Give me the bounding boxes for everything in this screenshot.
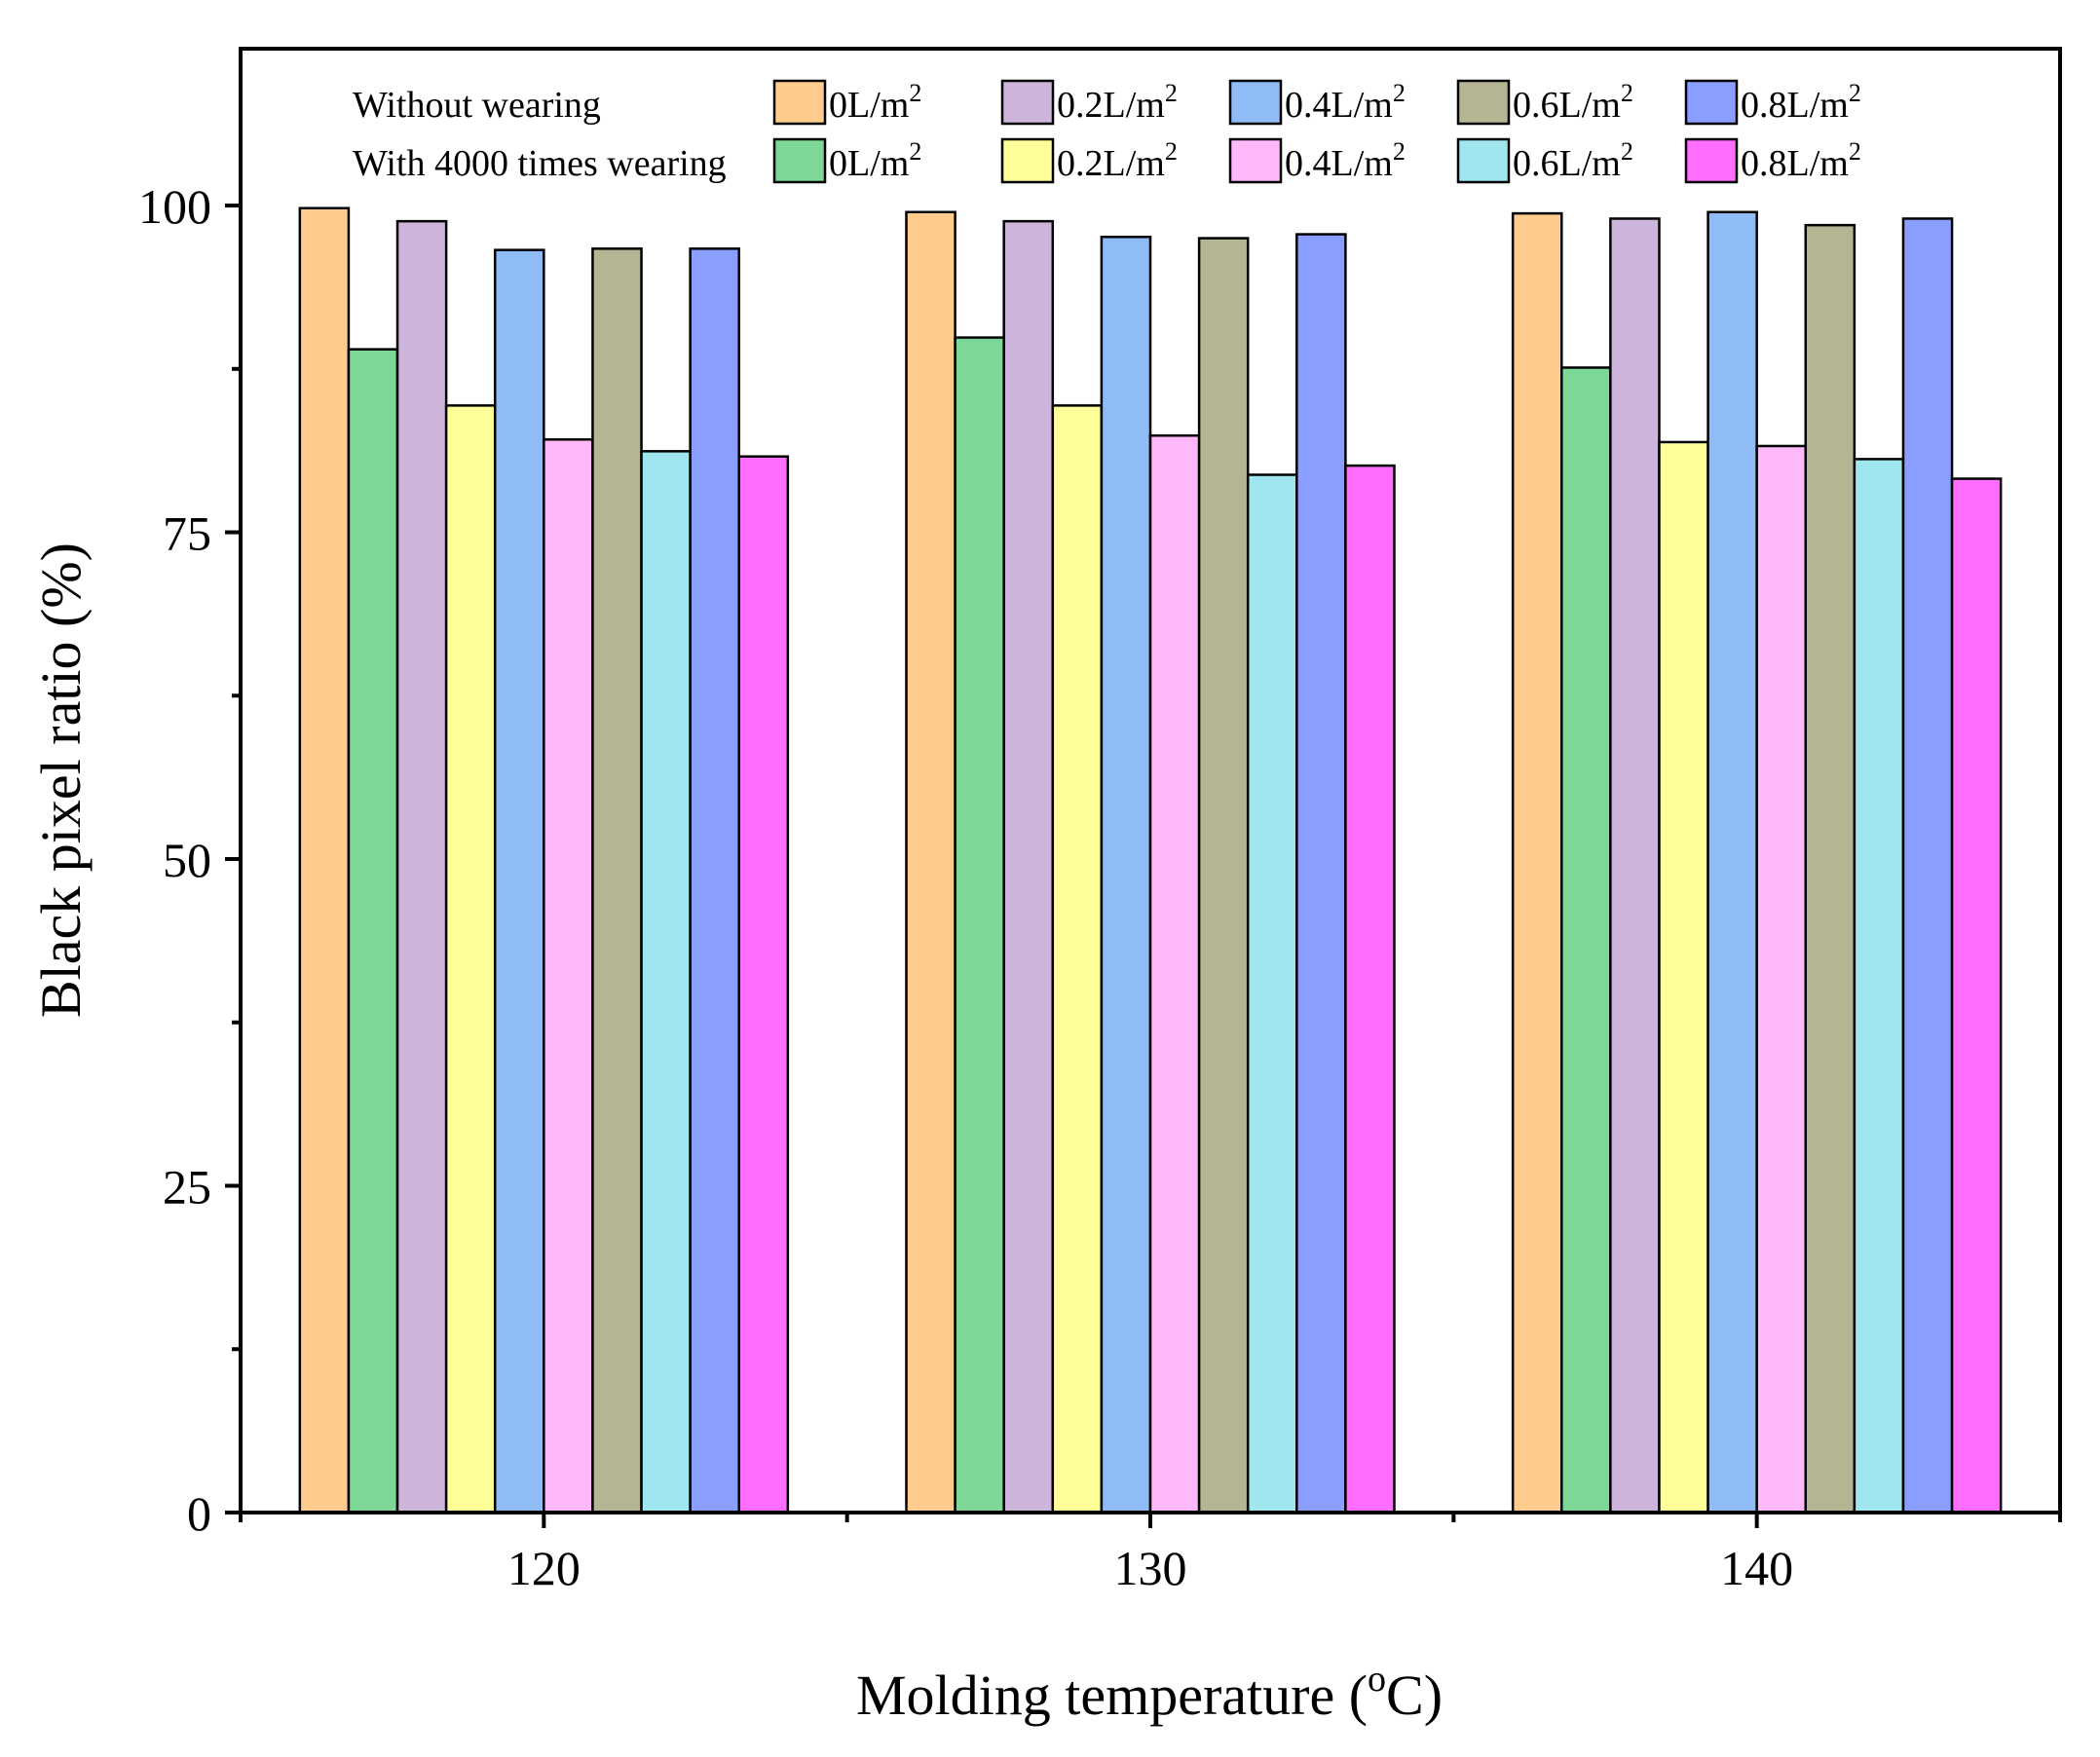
- bar-0-8l-m-worn-140: [1950, 477, 2003, 1514]
- legend-entry-label: 0.4L/m2: [1285, 137, 1406, 184]
- x-tick-label: 140: [1720, 1541, 1793, 1595]
- legend-entry-label: 0.2L/m2: [1057, 79, 1178, 126]
- legend-swatch: [1684, 79, 1739, 126]
- legend-swatch: [1228, 79, 1283, 126]
- legend-swatch: [1684, 137, 1739, 184]
- bar-0-6l-m-unworn-120: [591, 247, 643, 1514]
- legend: Without wearing With 4000 times wearing 0L…: [353, 79, 1861, 184]
- legend-entry-label: 0.6L/m2: [1513, 79, 1633, 126]
- x-axis-label-main: Molding temperature (: [856, 1664, 1368, 1727]
- y-tick-label: 0: [187, 1486, 211, 1541]
- bar-0-6l-m-worn-130: [1246, 473, 1298, 1514]
- bar-0-8l-m-unworn-130: [1295, 233, 1347, 1514]
- bar-0l-m-worn-140: [1560, 366, 1612, 1514]
- bar-0-2l-m-worn-120: [444, 404, 497, 1514]
- bar-0l-m-unworn-140: [1511, 211, 1563, 1514]
- legend-entry-label: 0.2L/m2: [1057, 137, 1178, 184]
- bar-0-4l-m-worn-140: [1755, 444, 1808, 1514]
- legend-entry-label: 0.8L/m2: [1741, 137, 1861, 184]
- y-tick-label: 100: [138, 179, 211, 234]
- legend-swatch: [1456, 79, 1511, 126]
- bar-0-4l-m-unworn-120: [493, 248, 545, 1514]
- bars-layer: [298, 206, 2003, 1514]
- y-axis: 0 25 50 75 100: [138, 179, 241, 1541]
- legend-entry-label: 0L/m2: [829, 79, 921, 126]
- x-tick-label: 120: [507, 1541, 581, 1595]
- y-tick-label: 75: [163, 506, 211, 561]
- x-axis-label-unit: C): [1386, 1664, 1443, 1727]
- bar-0-2l-m-unworn-130: [1002, 219, 1055, 1514]
- bar-0-4l-m-worn-120: [543, 438, 594, 1514]
- bar-0-2l-m-worn-140: [1658, 440, 1709, 1514]
- legend-group-label: With 4000 times wearing: [353, 143, 727, 184]
- x-tick-label: 130: [1114, 1541, 1187, 1595]
- y-tick-label: 25: [163, 1160, 211, 1215]
- bar-0l-m-unworn-130: [905, 210, 956, 1514]
- y-tick-label: 50: [163, 833, 211, 887]
- bar-0-4l-m-unworn-140: [1706, 210, 1758, 1514]
- bar-0l-m-worn-130: [954, 336, 1005, 1514]
- legend-entry-label: 0L/m2: [829, 137, 921, 184]
- legend-swatch: [1000, 137, 1055, 184]
- bar-0-2l-m-worn-130: [1051, 404, 1104, 1514]
- legend-swatch: [1000, 79, 1055, 126]
- legend-swatch: [1456, 137, 1511, 184]
- bar-0-6l-m-worn-140: [1853, 458, 1905, 1514]
- bar-0-4l-m-worn-130: [1148, 433, 1201, 1514]
- bar-0-8l-m-worn-130: [1344, 464, 1396, 1514]
- x-axis-label-degree: o: [1368, 1659, 1386, 1700]
- x-axis-label: Molding temperature (oC): [856, 1659, 1443, 1727]
- bar-0-2l-m-unworn-140: [1609, 217, 1661, 1514]
- bar-0l-m-worn-120: [347, 348, 399, 1514]
- bar-0l-m-unworn-120: [298, 206, 351, 1514]
- legend-swatch: [772, 79, 827, 126]
- y-axis-label: Black pixel ratio (%): [29, 542, 93, 1018]
- bar-0-8l-m-unworn-120: [689, 247, 740, 1514]
- legend-group-label: Without wearing: [353, 85, 601, 126]
- bar-0-8l-m-worn-120: [737, 455, 790, 1514]
- legend-entry-label: 0.6L/m2: [1513, 137, 1633, 184]
- bar-0-6l-m-unworn-140: [1804, 223, 1856, 1514]
- legend-entry-label: 0.4L/m2: [1285, 79, 1406, 126]
- bar-0-4l-m-unworn-130: [1100, 235, 1152, 1514]
- x-axis: 120 130 140: [239, 1513, 2062, 1595]
- legend-entry-label: 0.8L/m2: [1741, 79, 1861, 126]
- bar-0-2l-m-unworn-120: [395, 219, 448, 1514]
- bar-0-6l-m-worn-120: [640, 450, 692, 1514]
- legend-swatch: [772, 137, 827, 184]
- legend-swatch: [1228, 137, 1283, 184]
- bar-0-6l-m-unworn-130: [1197, 237, 1250, 1514]
- bar-0-8l-m-unworn-140: [1901, 217, 1954, 1514]
